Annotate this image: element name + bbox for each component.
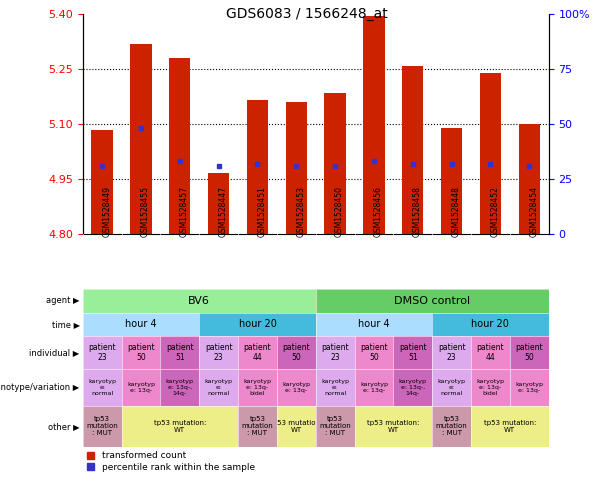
Text: karyotyp
e: 13q-: karyotyp e: 13q- (127, 382, 155, 393)
Text: GSM1528458: GSM1528458 (413, 185, 422, 237)
Text: karyotyp
e:
normal: karyotyp e: normal (88, 379, 116, 396)
Text: karyotyp
e:
normal: karyotyp e: normal (205, 379, 233, 396)
Text: patient
51: patient 51 (399, 343, 427, 362)
Text: tp53 mutation:
WT: tp53 mutation: WT (367, 420, 419, 433)
Text: hour 4: hour 4 (125, 319, 157, 329)
Text: karyotyp
e: 13q-,
14q-: karyotyp e: 13q-, 14q- (398, 379, 427, 396)
Text: patient
23: patient 23 (88, 343, 116, 362)
Bar (441, 128, 462, 234)
Text: individual ▶: individual ▶ (29, 348, 80, 357)
Text: karyotyp
e:
normal: karyotyp e: normal (438, 379, 466, 396)
Text: GSM1528452: GSM1528452 (490, 185, 500, 237)
Text: tp53
mutation
: MUT: tp53 mutation : MUT (242, 416, 273, 436)
Text: tp53
mutation
: MUT: tp53 mutation : MUT (319, 416, 351, 436)
Text: GSM1528451: GSM1528451 (257, 185, 267, 237)
Text: genotype/variation ▶: genotype/variation ▶ (0, 383, 80, 392)
Text: tp53 mutation:
WT: tp53 mutation: WT (484, 420, 536, 433)
Text: patient
50: patient 50 (360, 343, 388, 362)
Text: GSM1528448: GSM1528448 (452, 185, 460, 237)
Text: patient
50: patient 50 (127, 343, 155, 362)
Text: hour 4: hour 4 (358, 319, 390, 329)
Text: BV6: BV6 (188, 296, 210, 306)
Text: hour 20: hour 20 (238, 319, 276, 329)
Text: other ▶: other ▶ (48, 422, 80, 431)
Text: GSM1528450: GSM1528450 (335, 185, 344, 237)
Text: patient
50: patient 50 (516, 343, 543, 362)
Bar (364, 16, 384, 234)
Text: karyotyp
e: 13q-: karyotyp e: 13q- (360, 382, 388, 393)
Text: tp53
mutation
: MUT: tp53 mutation : MUT (436, 416, 468, 436)
Bar (286, 102, 307, 234)
Text: GSM1528449: GSM1528449 (102, 185, 111, 237)
Text: agent ▶: agent ▶ (46, 297, 80, 305)
Text: GSM1528455: GSM1528455 (141, 185, 150, 237)
Text: patient
44: patient 44 (476, 343, 504, 362)
Text: DMSO control: DMSO control (394, 296, 470, 306)
Text: patient
23: patient 23 (321, 343, 349, 362)
Bar (131, 44, 151, 234)
Text: hour 20: hour 20 (471, 319, 509, 329)
Text: GSM1528454: GSM1528454 (529, 185, 538, 237)
Text: patient
50: patient 50 (283, 343, 310, 362)
Text: patient
44: patient 44 (243, 343, 272, 362)
Text: tp53 mutation:
WT: tp53 mutation: WT (270, 420, 322, 433)
Text: karyotyp
e: 13q-,
14q-: karyotyp e: 13q-, 14q- (166, 379, 194, 396)
Text: GSM1528456: GSM1528456 (374, 185, 383, 237)
Text: patient
51: patient 51 (166, 343, 194, 362)
Text: GSM1528447: GSM1528447 (219, 185, 227, 237)
Bar (91, 129, 113, 234)
Text: GSM1528457: GSM1528457 (180, 185, 189, 237)
Bar (324, 93, 346, 234)
Bar (480, 73, 501, 234)
Bar (519, 124, 540, 234)
Text: karyotyp
e:
normal: karyotyp e: normal (321, 379, 349, 396)
Legend: transformed count, percentile rank within the sample: transformed count, percentile rank withi… (87, 451, 255, 472)
Text: karyotyp
e: 13q-: karyotyp e: 13q- (515, 382, 543, 393)
Text: karyotyp
e: 13q-: karyotyp e: 13q- (282, 382, 310, 393)
Text: karyotyp
e: 13q-
bidel: karyotyp e: 13q- bidel (243, 379, 272, 396)
Text: tp53
mutation
: MUT: tp53 mutation : MUT (86, 416, 118, 436)
Text: time ▶: time ▶ (51, 320, 80, 328)
Text: tp53 mutation:
WT: tp53 mutation: WT (154, 420, 206, 433)
Text: patient
23: patient 23 (438, 343, 465, 362)
Text: GDS6083 / 1566248_at: GDS6083 / 1566248_at (226, 7, 387, 21)
Text: GSM1528453: GSM1528453 (296, 185, 305, 237)
Text: karyotyp
e: 13q-
bidel: karyotyp e: 13q- bidel (476, 379, 504, 396)
Bar (169, 58, 191, 234)
Bar (247, 100, 268, 234)
Text: patient
23: patient 23 (205, 343, 232, 362)
Bar (402, 66, 424, 234)
Bar (208, 173, 229, 234)
